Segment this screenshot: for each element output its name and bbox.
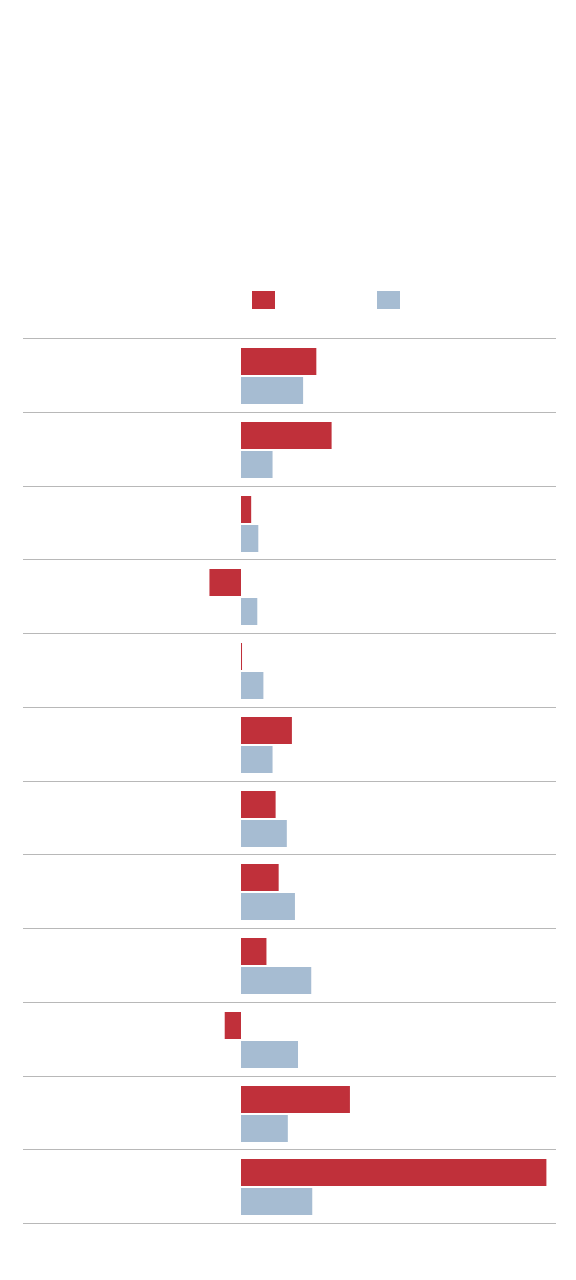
- bar-series-2: [241, 1041, 299, 1068]
- bar-series-1: [241, 422, 332, 449]
- bar-series-2: [241, 746, 273, 773]
- bar-series-1: [224, 1012, 241, 1039]
- bar-series-2: [241, 377, 304, 404]
- bar-series-1: [241, 938, 267, 965]
- bar-series-1: [241, 717, 292, 744]
- legend-swatch-series-1: [252, 291, 275, 309]
- bar-series-2: [241, 598, 258, 625]
- bar-series-1: [241, 643, 243, 670]
- bar-series-2: [241, 451, 273, 478]
- bar-series-1: [241, 496, 252, 523]
- bar-series-1: [241, 348, 317, 375]
- bar-series-2: [241, 525, 259, 552]
- bar-series-1: [241, 791, 276, 818]
- bar-series-1: [241, 1159, 547, 1186]
- bar-series-1: [241, 864, 279, 891]
- bar-series-1: [209, 569, 241, 596]
- bar-series-2: [241, 672, 264, 699]
- bar-series-2: [241, 1188, 313, 1215]
- bar-series-2: [241, 893, 295, 920]
- bar-series-2: [241, 967, 312, 994]
- bar-series-2: [241, 1115, 288, 1142]
- bar-series-2: [241, 820, 287, 847]
- bar-series-1: [241, 1086, 350, 1113]
- legend-swatch-series-2: [377, 291, 400, 309]
